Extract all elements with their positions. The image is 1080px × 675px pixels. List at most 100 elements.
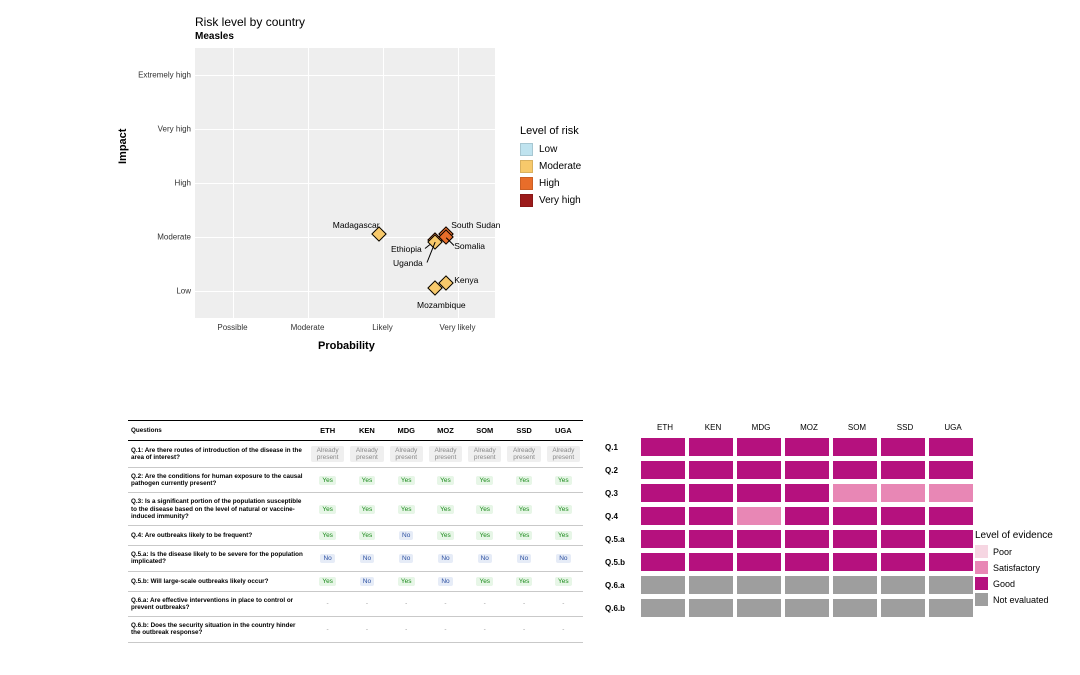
answer-badge: Already present bbox=[547, 446, 580, 462]
answer-badge: Already present bbox=[429, 446, 462, 462]
heatmap-cell bbox=[881, 507, 925, 525]
heatmap-cell bbox=[641, 507, 685, 525]
answer-badge: Yes bbox=[319, 577, 336, 586]
heatmap-cell bbox=[785, 553, 829, 571]
heatmap-cell bbox=[737, 438, 781, 456]
answer-badge: No bbox=[478, 554, 492, 563]
heatmap-cell bbox=[641, 576, 685, 594]
heatmap-cell bbox=[737, 461, 781, 479]
evidence-legend-item: Not evaluated bbox=[975, 593, 1053, 606]
risk-legend-item: High bbox=[520, 177, 581, 190]
scatter-plot-area: LowModerateHighVery highExtremely highPo… bbox=[195, 48, 495, 318]
answer-badge: - bbox=[441, 625, 449, 634]
heatmap-cell bbox=[689, 599, 733, 617]
evidence-legend-item: Poor bbox=[975, 545, 1053, 558]
answer-badge: Yes bbox=[319, 505, 336, 514]
answer-badge: Yes bbox=[359, 505, 376, 514]
answer-badge: Yes bbox=[359, 531, 376, 540]
heatmap-col-header: SSD bbox=[881, 423, 929, 432]
heatmap-cell bbox=[881, 576, 925, 594]
heatmap-cell bbox=[833, 576, 877, 594]
answer-badge: No bbox=[399, 531, 413, 540]
heatmap-cell bbox=[737, 553, 781, 571]
answer-badge: - bbox=[402, 625, 410, 634]
heatmap-col-header: MOZ bbox=[785, 423, 833, 432]
heatmap-row: Q.3 bbox=[605, 484, 977, 502]
heatmap-row: Q.2 bbox=[605, 461, 977, 479]
answer-badge: Yes bbox=[555, 531, 572, 540]
heatmap-cell bbox=[785, 507, 829, 525]
answer-badge: Yes bbox=[398, 476, 415, 485]
answer-badge: Yes bbox=[516, 577, 533, 586]
heatmap-cell bbox=[881, 461, 925, 479]
table-header: KEN bbox=[347, 421, 386, 441]
scatter-point-label: Madagascar bbox=[333, 220, 380, 230]
table-row: Q.3: Is a significant portion of the pop… bbox=[128, 493, 583, 526]
answer-badge: Yes bbox=[437, 476, 454, 485]
answer-badge: No bbox=[438, 577, 452, 586]
heatmap-cell bbox=[689, 484, 733, 502]
risk-legend-title: Level of risk bbox=[520, 125, 581, 137]
answer-badge: - bbox=[324, 599, 332, 608]
evidence-legend-title: Level of evidence bbox=[975, 530, 1053, 541]
answer-badge: - bbox=[559, 625, 567, 634]
answer-badge: Yes bbox=[437, 505, 454, 514]
table-row: Q.6.a: Are effective interventions in pl… bbox=[128, 591, 583, 616]
table-header: SSD bbox=[504, 421, 543, 441]
answer-badge: No bbox=[320, 554, 334, 563]
table-row: Q.5.a: Is the disease likely to be sever… bbox=[128, 546, 583, 571]
heatmap-row: Q.5.a bbox=[605, 530, 977, 548]
answer-badge: - bbox=[481, 625, 489, 634]
x-axis-label: Probability bbox=[318, 340, 375, 352]
heatmap-cell bbox=[833, 484, 877, 502]
y-tick: High bbox=[126, 179, 191, 188]
answer-badge: Yes bbox=[555, 476, 572, 485]
heatmap-cell bbox=[641, 461, 685, 479]
answer-badge: Already present bbox=[311, 446, 344, 462]
heatmap-cell bbox=[641, 530, 685, 548]
answer-badge: Yes bbox=[516, 531, 533, 540]
answer-badge: Already present bbox=[390, 446, 423, 462]
heatmap-cell bbox=[737, 484, 781, 502]
answer-badge: Yes bbox=[555, 577, 572, 586]
heatmap-cell bbox=[737, 599, 781, 617]
heatmap-cell bbox=[833, 553, 877, 571]
heatmap-col-header: UGA bbox=[929, 423, 977, 432]
y-axis-label: Impact bbox=[117, 129, 129, 164]
evidence-heatmap: ETHKENMDGMOZSOMSSDUGA Q.1Q.2Q.3Q.4Q.5.aQ… bbox=[605, 423, 977, 622]
heatmap-cell bbox=[737, 576, 781, 594]
heatmap-cell bbox=[689, 530, 733, 548]
scatter-point-label: Mozambique bbox=[417, 300, 466, 310]
heatmap-col-header: MDG bbox=[737, 423, 785, 432]
answer-badge: Yes bbox=[359, 476, 376, 485]
heatmap-row: Q.5.b bbox=[605, 553, 977, 571]
heatmap-cell bbox=[833, 530, 877, 548]
risk-legend: Level of risk LowModerateHighVery high bbox=[520, 125, 581, 211]
heatmap-cell bbox=[689, 576, 733, 594]
table-header: MOZ bbox=[426, 421, 465, 441]
evidence-legend-item: Good bbox=[975, 577, 1053, 590]
answer-badge: Yes bbox=[476, 505, 493, 514]
heatmap-row: Q.6.a bbox=[605, 576, 977, 594]
scatter-point-label: Somalia bbox=[454, 241, 485, 251]
heatmap-cell bbox=[929, 530, 973, 548]
heatmap-cell bbox=[641, 438, 685, 456]
heatmap-cell bbox=[785, 599, 829, 617]
scatter-point-label: Kenya bbox=[454, 275, 478, 285]
answer-badge: Already present bbox=[468, 446, 501, 462]
answer-badge: Yes bbox=[319, 476, 336, 485]
answer-badge: No bbox=[556, 554, 570, 563]
evidence-legend-item: Satisfactory bbox=[975, 561, 1053, 574]
heatmap-cell bbox=[929, 438, 973, 456]
answer-badge: No bbox=[517, 554, 531, 563]
risk-legend-item: Low bbox=[520, 143, 581, 156]
answer-badge: No bbox=[360, 554, 374, 563]
table-header: Questions bbox=[128, 421, 308, 441]
risk-legend-item: Very high bbox=[520, 194, 581, 207]
answer-badge: Yes bbox=[398, 577, 415, 586]
answer-badge: Yes bbox=[476, 531, 493, 540]
heatmap-cell bbox=[785, 530, 829, 548]
table-header: SOM bbox=[465, 421, 504, 441]
answer-badge: Yes bbox=[555, 505, 572, 514]
heatmap-cell bbox=[737, 530, 781, 548]
